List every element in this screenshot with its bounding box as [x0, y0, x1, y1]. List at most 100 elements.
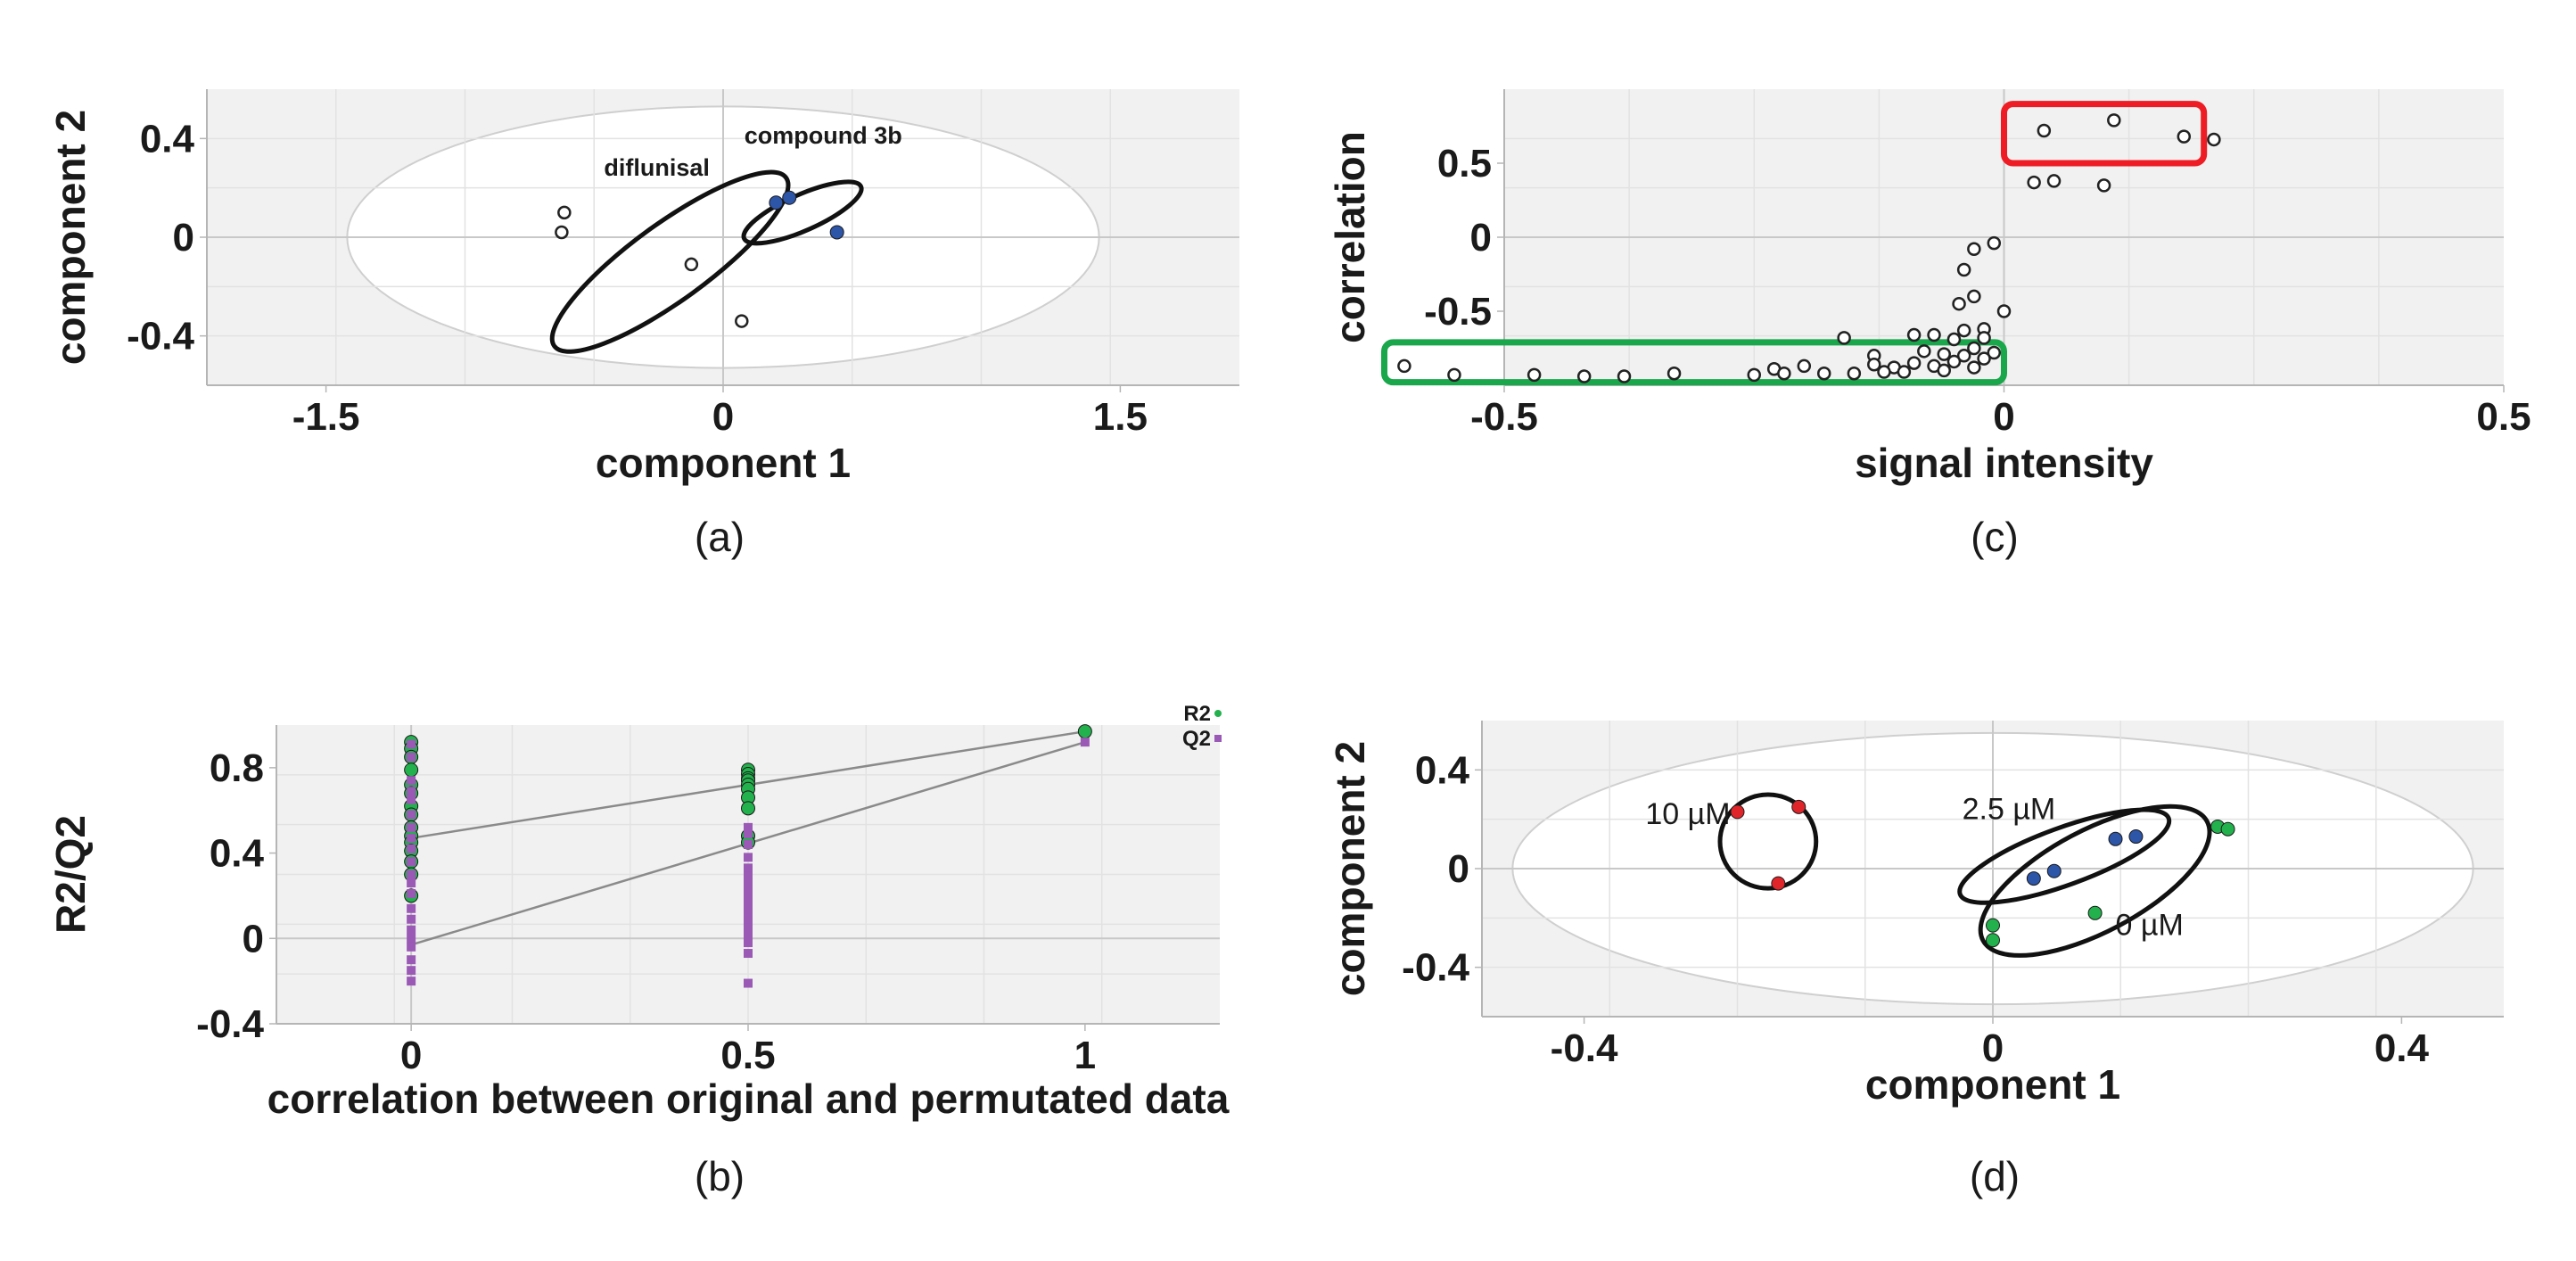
data-point — [1946, 332, 1962, 347]
y-tick-label: 0.8 — [210, 746, 264, 790]
data-point — [1956, 323, 1971, 338]
data-point — [1797, 359, 1812, 374]
y-tick-label: -0.4 — [196, 1002, 264, 1046]
data-point — [744, 840, 753, 849]
annotation-label: diflunisal — [604, 154, 710, 181]
data-point — [1667, 366, 1682, 381]
data-point — [744, 949, 753, 959]
data-point — [407, 966, 416, 976]
legend-marker — [1214, 735, 1222, 742]
data-point — [407, 914, 416, 924]
data-point — [407, 795, 416, 804]
panel-c: -0.5 0 0.5 -0.5 0 0.5 signal intensity correlat… — [1327, 89, 2531, 560]
data-point — [1917, 344, 1931, 359]
legend-label: R2 — [1183, 702, 1211, 726]
data-point — [1967, 242, 1981, 257]
annotation-label: compound 3b — [745, 122, 902, 149]
data-point — [744, 889, 753, 899]
data-point — [1946, 354, 1962, 369]
x-tick-label: 0 — [712, 395, 734, 439]
data-point — [1576, 369, 1592, 383]
x-tick-label: 0.5 — [720, 1034, 775, 1077]
data-point — [407, 903, 416, 913]
data-point — [1847, 366, 1862, 381]
data-point — [2220, 821, 2235, 837]
y-tick-label: 0.5 — [1437, 142, 1492, 185]
data-point — [735, 314, 749, 328]
y-axis-label: R2/Q2 — [47, 815, 94, 934]
panel-caption: (c) — [1971, 514, 2019, 560]
data-point — [1906, 356, 1922, 370]
data-point — [1977, 331, 1991, 345]
data-point — [1730, 804, 1745, 820]
x-tick-label: 0 — [1993, 395, 2014, 439]
x-axis-label: component 1 — [1865, 1061, 2120, 1108]
data-point — [1967, 360, 1981, 375]
panel-caption: (b) — [695, 1153, 745, 1199]
data-point — [404, 762, 419, 778]
data-point — [2108, 831, 2123, 846]
y-tick-label: 0.4 — [140, 117, 195, 161]
data-point — [1447, 367, 1461, 383]
data-point — [1956, 349, 1971, 363]
data-point — [407, 870, 416, 879]
data-point — [2046, 863, 2062, 878]
data-point — [2046, 174, 2062, 188]
plot-area — [1482, 721, 2504, 1017]
y-axis-label: correlation — [1327, 131, 1373, 343]
data-point — [1397, 359, 1411, 374]
data-point — [744, 938, 753, 948]
annotation-label: 0 µM — [2116, 909, 2184, 943]
data-point — [1771, 876, 1786, 891]
data-point — [407, 776, 416, 786]
data-point — [407, 844, 416, 853]
data-point — [744, 853, 753, 862]
x-axis-label: component 1 — [596, 440, 851, 486]
data-point — [2037, 123, 2052, 138]
data-point — [407, 810, 416, 820]
data-point — [407, 739, 416, 749]
data-point — [407, 878, 416, 888]
data-point — [1791, 799, 1806, 814]
x-tick-label: -0.4 — [1551, 1026, 1618, 1070]
data-point — [744, 829, 753, 839]
data-point — [1986, 933, 2000, 948]
data-point — [1967, 341, 1981, 356]
data-point — [557, 205, 572, 220]
data-point — [684, 257, 699, 272]
data-point — [1986, 918, 2000, 933]
data-point — [407, 787, 416, 796]
data-point — [744, 863, 753, 873]
x-axis-label: signal intensity — [1855, 440, 2153, 486]
y-tick-label: 0 — [243, 917, 264, 960]
data-point — [1867, 358, 1881, 372]
y-tick-label: 0.4 — [1415, 748, 1470, 792]
y-tick-label: 0 — [1448, 847, 1469, 891]
y-axis-label: component 2 — [1327, 741, 1373, 996]
x-tick-label: 1.5 — [1093, 395, 1148, 439]
annotation-label: 2.5 µM — [1963, 793, 2056, 827]
data-point — [407, 942, 416, 952]
data-point — [1077, 724, 1092, 739]
legend-marker — [1214, 710, 1222, 717]
data-point — [1877, 365, 1891, 379]
cluster-ellipse — [549, 169, 791, 354]
data-point — [1777, 366, 1791, 381]
data-point — [407, 857, 416, 867]
data-point — [1987, 235, 2002, 251]
data-point — [829, 225, 844, 240]
panel-b: 0 0.5 1 -0.4 0 0.4 0.8 correlation between orig… — [47, 702, 1230, 1199]
x-tick-label: 0 — [400, 1034, 422, 1077]
data-point — [744, 822, 753, 832]
data-point — [555, 225, 569, 240]
data-point — [2107, 113, 2121, 128]
data-point — [744, 914, 753, 924]
panel-caption: (d) — [1970, 1153, 2020, 1199]
data-point — [1967, 289, 1981, 304]
data-point — [744, 923, 753, 933]
annotation-label: 10 µM — [1645, 797, 1730, 831]
data-point — [1906, 327, 1922, 342]
data-point — [407, 934, 416, 944]
y-axis-label: component 2 — [47, 110, 94, 365]
